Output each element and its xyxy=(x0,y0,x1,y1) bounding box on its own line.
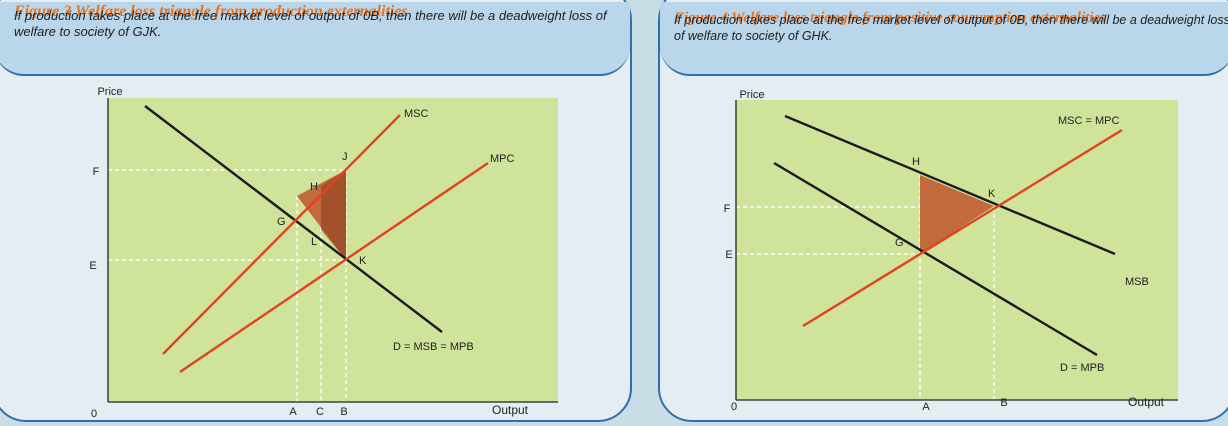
point-g-label: G xyxy=(895,237,904,249)
figure-4-tick-e: E xyxy=(725,249,732,261)
demand-mpb-curve-label: D = MPB xyxy=(1060,362,1104,374)
figure-3-tick-e: E xyxy=(89,260,96,272)
figure-4-graph: Price Output 0 F E A B MSC = MPC MSB D =… xyxy=(724,89,1178,413)
demand-mpb-curve xyxy=(773,161,1098,357)
figure-3-tick-a: A xyxy=(289,406,297,418)
msb-curve xyxy=(784,114,1116,256)
point-j-label: J xyxy=(342,151,348,163)
figure-4-tick-b: B xyxy=(1000,397,1007,409)
welfare-loss-triangle-ghk xyxy=(920,175,994,254)
figure-3-tick-c: C xyxy=(316,406,324,418)
figure-4-plot-area xyxy=(736,100,1178,400)
figure-3-tick-b: B xyxy=(340,406,347,418)
figure-3-title: Figure 3 Welfare loss triangle from prod… xyxy=(14,3,408,20)
point-h-label: H xyxy=(310,181,318,193)
msc-curve-label: MSC xyxy=(404,108,429,120)
figure-4-title: Figure 4 Welfare loss triangle from posi… xyxy=(674,10,1106,26)
figure-4-description: If production takes place at the free ma… xyxy=(674,13,1228,43)
point-l-label: L xyxy=(311,236,317,248)
figure-4-tick-a: A xyxy=(922,401,930,413)
mpc-curve xyxy=(179,162,489,373)
point-g-label: G xyxy=(277,216,286,228)
msc-mpc-curve-label: MSC = MPC xyxy=(1058,115,1119,127)
msc-mpc-curve xyxy=(802,128,1123,328)
msb-curve-label: MSB xyxy=(1125,276,1149,288)
demand-curve-label: D = MSB = MPB xyxy=(393,341,474,353)
figure-4-caption: Figure 4 Welfare loss triangle from posi… xyxy=(660,2,1228,76)
figure-3-tick-f: F xyxy=(93,166,100,178)
figure-4-y-axis-label: Price xyxy=(739,89,764,101)
figure-3-description: If production takes place at the free ma… xyxy=(14,8,607,39)
figure-3-origin-label: 0 xyxy=(91,408,97,420)
point-k-label: K xyxy=(359,255,367,267)
demand-msb-mpb-curve xyxy=(144,105,443,333)
figure-3-x-axis-label: Output xyxy=(492,403,529,417)
figure-3-caption: Figure 3 Welfare loss triangle from prod… xyxy=(0,2,630,76)
figure-3-graph: Price Output 0 F E A C B MSC MPC D = MSB… xyxy=(89,86,558,420)
figure-4-x-axis-label: Output xyxy=(1128,395,1165,409)
mpc-curve-label: MPC xyxy=(490,153,515,165)
point-h-label: H xyxy=(912,156,920,168)
figure-3-y-axis-label: Price xyxy=(97,86,122,98)
figure-4-origin-label: 0 xyxy=(731,401,737,413)
welfare-loss-shade xyxy=(321,170,346,260)
point-k-label: K xyxy=(988,188,996,200)
figure-4-tick-f: F xyxy=(724,203,731,215)
msc-curve xyxy=(162,114,401,355)
